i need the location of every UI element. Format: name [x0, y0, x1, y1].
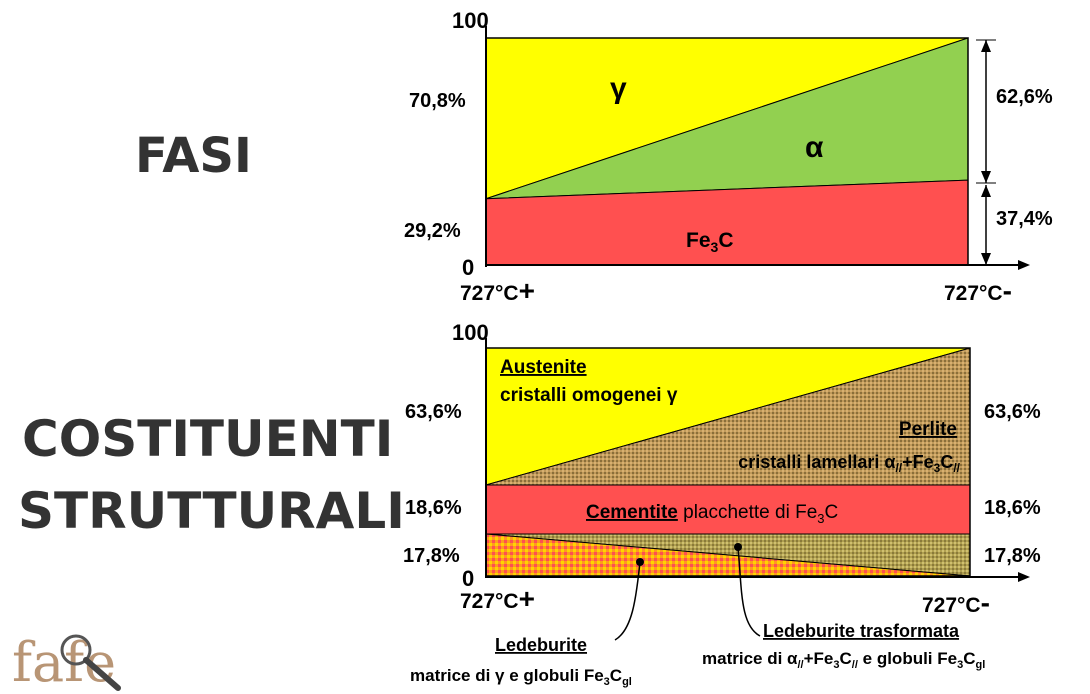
- top-right-high-label: 62,6%: [996, 86, 1053, 108]
- top-left-low-label: 29,2%: [404, 220, 461, 242]
- top-y-max: 100: [452, 8, 489, 33]
- bottom-y-min: 0: [462, 566, 474, 591]
- bottom-x-left-label: 727°C+: [460, 583, 535, 614]
- logo: fafe: [6, 630, 146, 691]
- ledeburite-desc: matrice di γ e globuli Fe3Cgl: [410, 666, 632, 688]
- top-x-right-label: 727°C-: [944, 275, 1012, 306]
- ledeburite-leader: [614, 561, 641, 641]
- title-fasi: FASI: [135, 128, 252, 184]
- bottom-y-max: 100: [452, 320, 489, 345]
- cementite-region: [485, 484, 971, 535]
- fe3c-label: Fe3C: [686, 229, 733, 255]
- bottom-left-label-3: 17,8%: [403, 545, 460, 567]
- alpha-label: α: [805, 131, 824, 164]
- top-dim-arrows: [976, 39, 996, 265]
- perlite-desc: cristalli lamellari α//+Fe3C//: [738, 452, 960, 475]
- ledeburite-title: Ledeburite: [495, 635, 587, 655]
- top-y-min: 0: [462, 255, 474, 280]
- ledeburite-tr-title: Ledeburite trasformata: [763, 621, 960, 641]
- bottom-x-right-label: 727°C-: [922, 587, 990, 618]
- magnifier-icon: [60, 634, 121, 691]
- top-right-low-label: 37,4%: [996, 208, 1053, 230]
- title-costituenti: COSTITUENTI: [22, 410, 394, 468]
- ledeburite-tr-leader: [737, 546, 761, 637]
- bottom-right-label-3: 17,8%: [984, 545, 1041, 567]
- cementite-label: Cementite placchette di Fe3C: [586, 502, 838, 526]
- callouts: Ledeburite matrice di γ e globuli Fe3Cgl…: [410, 543, 985, 688]
- bottom-x-axis-arrow-icon: [1018, 572, 1030, 582]
- top-x-left-label: 727°C+: [460, 275, 535, 306]
- austenite-title: Austenite: [500, 357, 587, 378]
- bottom-left-label-1: 63,6%: [405, 401, 462, 423]
- top-chart: 100 0 70,8% 29,2% 62,6% 37,4% γ α Fe3C 7…: [404, 8, 1053, 306]
- title-strutturali: STRUTTURALI: [18, 482, 405, 540]
- ledeburite-tr-desc: matrice di α//+Fe3C// e globuli Fe3Cgl: [702, 649, 985, 671]
- gamma-label: γ: [610, 72, 627, 105]
- bottom-chart: 100 0 63,6% 18,6% 17,8% 63,6% 18,6% 17,8…: [403, 320, 1041, 618]
- top-left-high-label: 70,8%: [409, 90, 466, 112]
- top-x-axis-arrow-icon: [1018, 260, 1030, 270]
- bottom-left-label-2: 18,6%: [405, 497, 462, 519]
- bottom-right-label-1: 63,6%: [984, 401, 1041, 423]
- austenite-desc: cristalli omogenei γ: [500, 385, 678, 406]
- bottom-right-label-2: 18,6%: [984, 497, 1041, 519]
- perlite-title: Perlite: [899, 419, 957, 440]
